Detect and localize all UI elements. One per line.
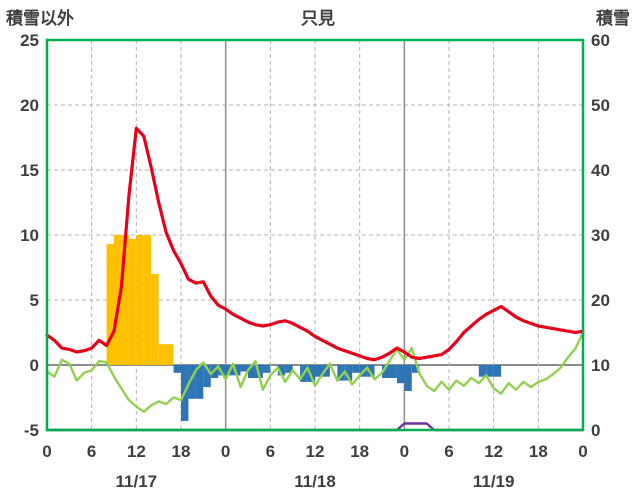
blue-bars-bar xyxy=(173,365,181,373)
blue-bars-bar xyxy=(315,365,323,377)
left-axis-tick-label: 5 xyxy=(30,291,39,310)
hour-tick-label: 18 xyxy=(172,442,191,461)
blue-bars-bar xyxy=(367,365,375,377)
blue-bars-bar xyxy=(486,365,494,377)
hour-tick-label: 12 xyxy=(306,442,325,461)
blue-bars-bar xyxy=(411,365,420,373)
chart-title: 只見 xyxy=(301,9,335,28)
hour-tick-label: 18 xyxy=(350,442,369,461)
blue-bars-bar xyxy=(233,365,241,376)
plot-frame xyxy=(45,38,585,432)
orange-bars-bar xyxy=(158,344,167,365)
right-axis-title: 積雪 xyxy=(596,9,630,28)
hour-tick-label: 18 xyxy=(529,442,548,461)
hour-tick-label: 0 xyxy=(42,442,51,461)
blue-bars-bar xyxy=(344,365,353,381)
green-line-series xyxy=(45,331,585,413)
blue-bars-bar xyxy=(195,365,204,399)
right-axis-tick-label: 0 xyxy=(591,421,600,440)
hour-tick-label: 12 xyxy=(484,442,503,461)
right-axis-tick-label: 30 xyxy=(591,226,610,245)
orange-bars-bar xyxy=(106,244,114,365)
blue-bars-bar xyxy=(404,365,412,391)
hour-tick-label: 6 xyxy=(444,442,453,461)
blue-bars-bar xyxy=(188,365,196,399)
hour-tick-label: 0 xyxy=(578,442,587,461)
date-label: 11/17 xyxy=(116,472,158,491)
right-axis-tick-label: 40 xyxy=(591,161,610,180)
blue-bars-bar xyxy=(203,365,211,388)
left-axis-tick-label: 15 xyxy=(20,161,39,180)
blue-bars-bar xyxy=(382,365,390,378)
blue-bars-bar xyxy=(396,365,405,384)
right-axis-tick-label: 60 xyxy=(591,31,610,50)
orange-bars-bar xyxy=(151,274,159,365)
orange-bars-bar xyxy=(121,235,129,365)
left-axis-tick-label: -5 xyxy=(24,421,39,440)
blue-bars-bar xyxy=(248,365,256,378)
orange-bars-bar xyxy=(128,238,137,365)
hour-tick-label: 0 xyxy=(400,442,409,461)
blue-bars-bar xyxy=(352,365,360,373)
blue-bars-bar xyxy=(218,365,226,376)
left-axis-tick-label: 10 xyxy=(20,226,39,245)
blue-bars-bar xyxy=(389,365,397,378)
date-label: 11/19 xyxy=(473,472,515,491)
hour-tick-label: 6 xyxy=(87,442,96,461)
hour-tick-label: 12 xyxy=(127,442,146,461)
date-label: 11/18 xyxy=(294,472,336,491)
blue-bars-bar xyxy=(240,365,248,372)
left-axis-title: 積雪以外 xyxy=(6,9,74,28)
right-axis-tick-label: 20 xyxy=(591,291,610,310)
left-axis-tick-label: 0 xyxy=(30,356,39,375)
blue-bars-bar xyxy=(277,365,286,376)
right-axis-tick-label: 50 xyxy=(591,96,610,115)
hour-tick-label: 6 xyxy=(266,442,275,461)
red-line-series xyxy=(45,126,585,362)
left-axis-tick-label: 25 xyxy=(20,31,39,50)
blue-bars-bar xyxy=(285,365,293,373)
hour-tick-label: 0 xyxy=(221,442,230,461)
orange-bars-bar xyxy=(143,235,152,365)
blue-bars-bar xyxy=(478,365,487,377)
blue-bars-bar xyxy=(493,365,502,377)
right-axis-tick-label: 10 xyxy=(591,356,610,375)
orange-bars-bar xyxy=(166,344,174,365)
blue-bars-bar xyxy=(337,365,345,381)
left-axis-tick-label: 20 xyxy=(20,96,39,115)
blue-bars-bar xyxy=(307,365,315,382)
orange-bars-bar xyxy=(136,235,144,365)
blue-bars-bar xyxy=(262,365,271,373)
